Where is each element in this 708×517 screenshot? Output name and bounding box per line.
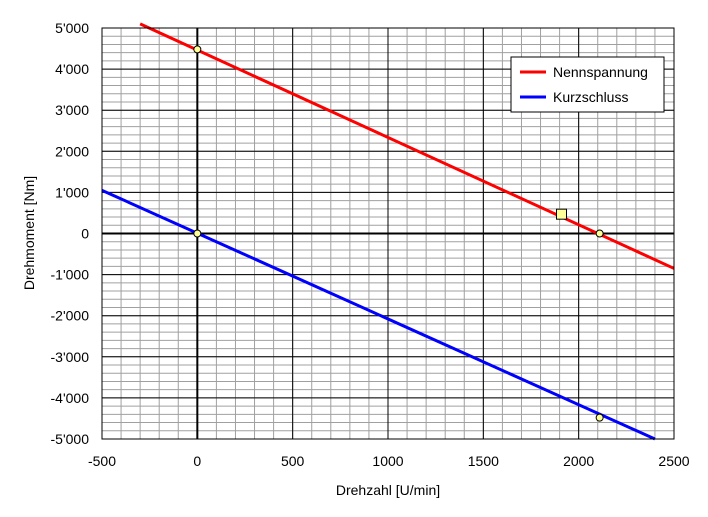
series-line-nennspannung (139, 22, 675, 270)
legend-box (510, 56, 665, 113)
plot-area (101, 27, 675, 440)
marker-layer (193, 45, 604, 422)
y-tick-label: -5'000 (51, 431, 90, 447)
x-tick-label: 1000 (372, 453, 403, 469)
point-marker-circle (595, 413, 604, 422)
y-tick-label: 2'000 (55, 143, 89, 159)
point-marker-circle (193, 45, 202, 54)
legend: Nennspannung Kurzschluss (510, 56, 665, 113)
y-tick-label: 3'000 (55, 102, 89, 118)
point-marker-circle (193, 229, 202, 238)
y-tick-label: 4'000 (55, 61, 89, 77)
x-tick-label: -500 (88, 453, 116, 469)
x-tick-label: 0 (193, 453, 201, 469)
y-tick-label: 0 (81, 226, 89, 242)
y-axis-label: Drehmoment [Nm] (21, 176, 37, 290)
y-tick-label: 1'000 (55, 184, 89, 200)
x-axis-label: Drehzahl [U/min] (336, 482, 440, 498)
point-marker-circle (595, 229, 604, 238)
y-tick-labels: 5'000 4'000 3'000 2'000 1'000 0 -1'000 -2'000 -3… (51, 20, 90, 447)
series-line-kurzschluss (101, 188, 656, 441)
x-tick-labels: -500 0 500 1000 1500 2000 2500 (88, 453, 690, 469)
legend-label-nennspannung: Nennspannung (553, 64, 648, 80)
y-tick-label: -1'000 (51, 267, 90, 283)
legend-label-kurzschluss: Kurzschluss (553, 89, 628, 105)
x-tick-label: 500 (281, 453, 305, 469)
x-tick-label: 2000 (563, 453, 594, 469)
y-tick-label: -2'000 (51, 308, 90, 324)
y-tick-label: 5'000 (55, 20, 89, 36)
y-tick-label: -3'000 (51, 349, 90, 365)
x-tick-label: 2500 (658, 453, 689, 469)
y-tick-label: -4'000 (51, 390, 90, 406)
point-marker-square (556, 208, 568, 220)
x-tick-label: 1500 (468, 453, 499, 469)
